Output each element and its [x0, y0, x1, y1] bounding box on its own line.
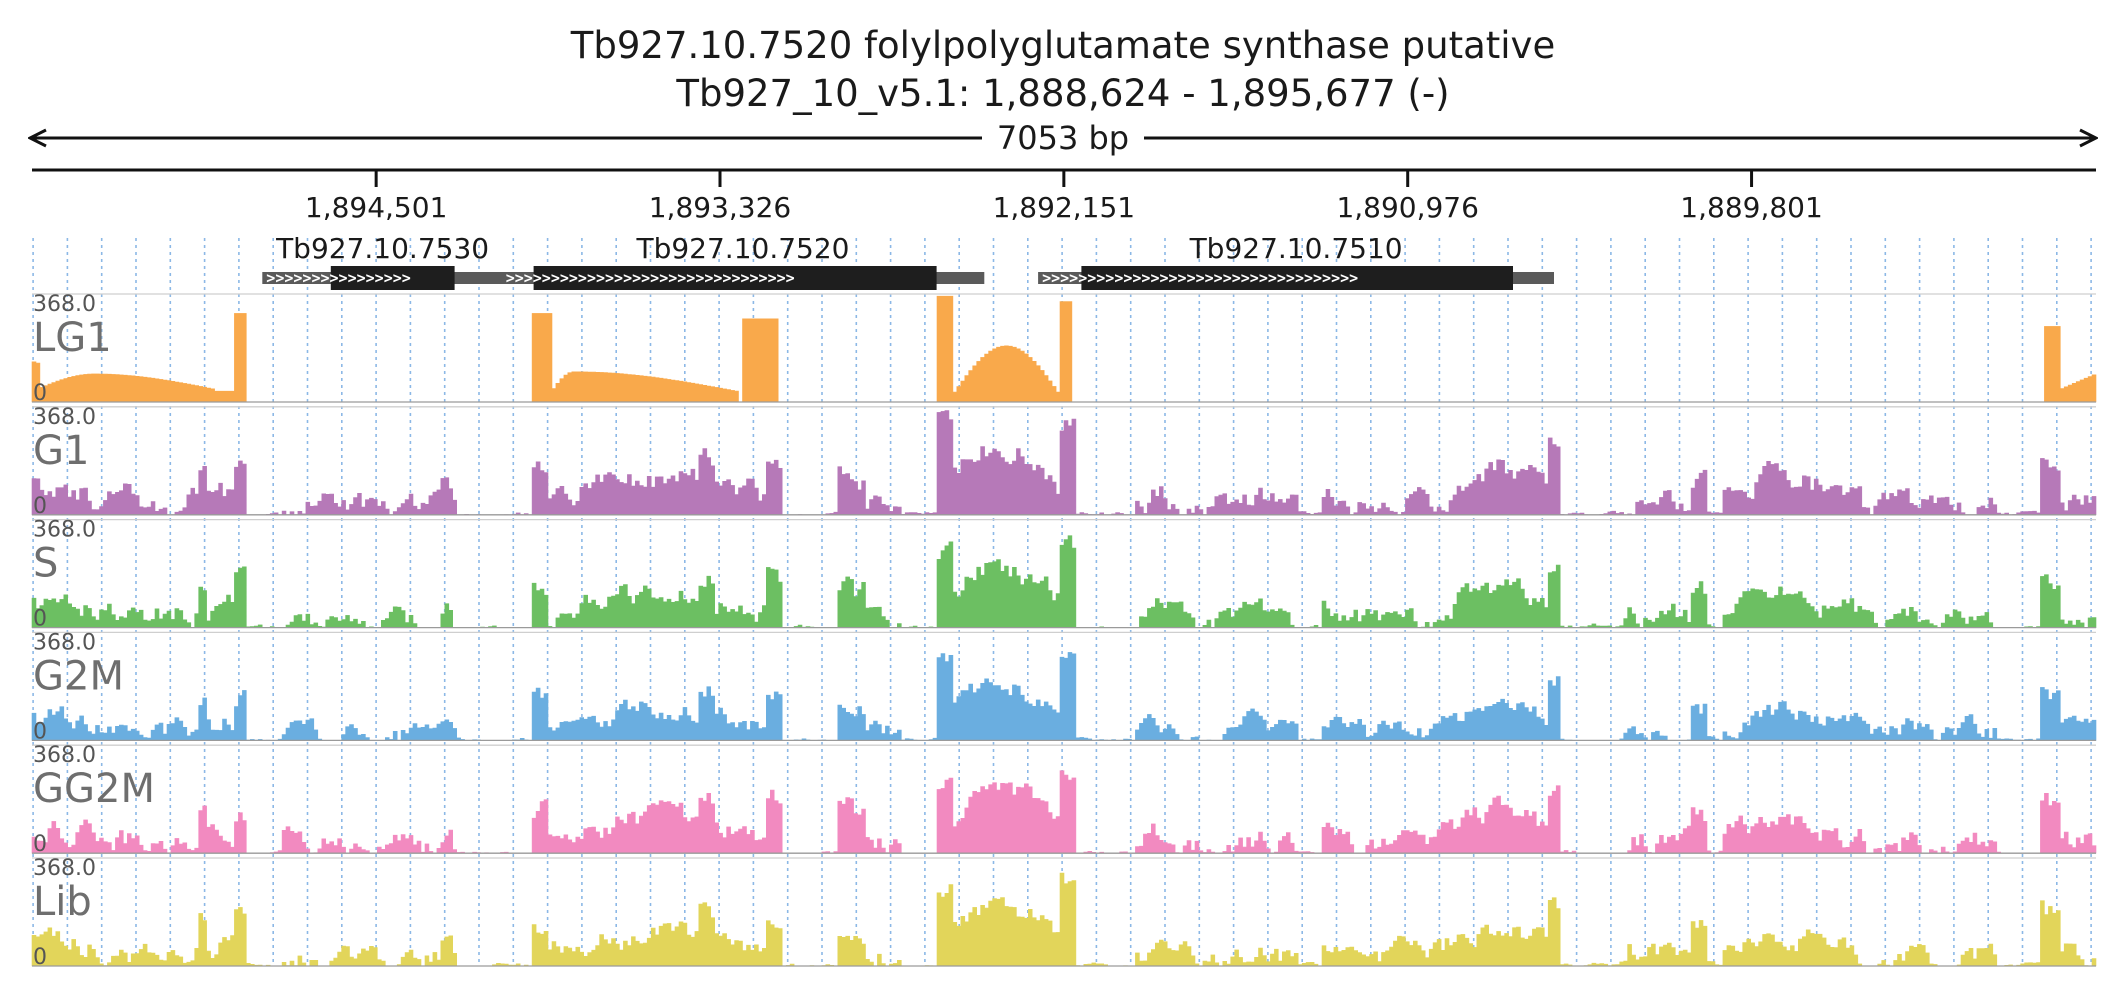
track-name-4: GG2M [33, 766, 155, 812]
track-name-3: G2M [33, 653, 124, 699]
gene-Tb927.10.7530[interactable]: Tb927.10.7530 >>>>>>>>>>>>>>>> [262, 232, 503, 290]
chart-title: Tb927.10.7520 folylpolyglutamate synthas… [570, 24, 1555, 67]
coverage-area-S [31, 535, 2097, 628]
track-G2M: 368.0 0 G2M [31, 630, 2097, 744]
gene-Tb927.10.7510[interactable]: Tb927.10.7510 >>>>>>>>>>>>>>>>>>>>>>>>>>>… [1038, 232, 1554, 290]
track-min-label-2: 0 [33, 607, 47, 632]
coverage-area-GG2M [31, 770, 2097, 854]
track-max-label-4: 368.0 [33, 743, 96, 768]
track-max-label-3: 368.0 [33, 630, 96, 655]
gene-cds-1 [533, 266, 937, 290]
gene-strand-arrows-2: >>>>>>>>>>>>>>>>>>>>>>>>>>>>>>>>>>> [1042, 269, 1358, 287]
gene-annotations: Tb927.10.7530>>>>>>>>>>>>>>>>Tb927.10.75… [262, 232, 1554, 290]
chart-subtitle: Tb927_10_v5.1: 1,888,624 - 1,895,677 (-) [675, 72, 1449, 115]
gene-strand-arrows-1: >>>>>>>>>>>>>>>>>>>>>>>>>>>>>>>> [506, 269, 795, 287]
track-max-label-0: 368.0 [33, 292, 96, 317]
track-max-label-5: 368.0 [33, 856, 96, 881]
gene-label-2: Tb927.10.7510 [1189, 232, 1403, 265]
span-ruler: 7053 bp [30, 119, 2096, 157]
coverage-area-Lib [31, 872, 2097, 967]
gene-cds-2 [1081, 266, 1513, 290]
x-tick-label-0: 1,894,501 [305, 191, 448, 224]
x-tick-label-4: 1,889,801 [1680, 191, 1823, 224]
track-G1: 368.0 0 G1 [31, 405, 2097, 519]
track-Lib: 368.0 0 Lib [31, 856, 2097, 970]
gene-strand-arrows-0: >>>>>>>>>>>>>>>> [266, 269, 411, 287]
x-tick-label-1: 1,893,326 [649, 191, 792, 224]
x-tick-label-2: 1,892,151 [993, 191, 1136, 224]
span-label: 7053 bp [997, 119, 1129, 157]
x-tick-label-3: 1,890,976 [1336, 191, 1479, 224]
gene-Tb927.10.7520[interactable]: Tb927.10.7520 >>>>>>>>>>>>>>>>>>>>>>>>>>>… [501, 232, 985, 290]
track-name-0: LG1 [33, 315, 112, 361]
track-max-label-1: 368.0 [33, 405, 96, 430]
track-min-label-5: 0 [33, 945, 47, 970]
track-min-label-0: 0 [33, 381, 47, 406]
track-S: 368.0 0 S [31, 518, 2097, 632]
gene-label-0: Tb927.10.7530 [275, 232, 489, 265]
track-min-label-3: 0 [33, 719, 47, 744]
coverage-tracks: 368.00LG1368.00G1368.00S368.00G2M368.00G… [31, 292, 2097, 970]
gene-label-1: Tb927.10.7520 [635, 232, 849, 265]
track-name-5: Lib [33, 879, 92, 925]
track-min-label-4: 0 [33, 832, 47, 857]
track-LG1: 368.0 0 LG1 [31, 292, 2097, 406]
track-name-2: S [33, 541, 58, 587]
coverage-area-G1 [31, 410, 2097, 516]
track-max-label-2: 368.0 [33, 518, 96, 543]
track-min-label-1: 0 [33, 494, 47, 519]
track-GG2M: 368.0 0 GG2M [31, 743, 2097, 857]
track-name-1: G1 [33, 428, 89, 474]
gene-cds-0 [330, 266, 455, 290]
coordinate-axis: 1,894,501 1,893,326 1,892,151 1,890,976 1,88… [32, 168, 2096, 224]
